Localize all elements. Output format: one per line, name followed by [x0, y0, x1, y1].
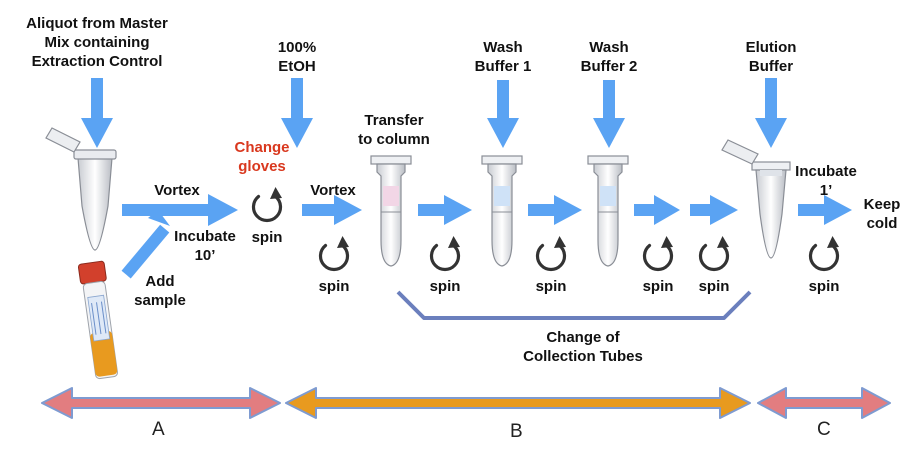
flow-arrow-to-wash-1 — [418, 195, 472, 225]
spin-label: spin — [698, 278, 730, 295]
spin-column-icon — [370, 155, 412, 267]
spin-label: spin — [535, 278, 567, 295]
spin-icon — [251, 187, 283, 223]
section-c-arrow — [757, 387, 891, 419]
add-sample-arrow — [121, 210, 170, 279]
down-arrow-wash-buffer-2 — [593, 80, 625, 148]
flow-arrow-after-wash-2 — [634, 195, 680, 225]
down-arrow-etoh — [281, 78, 313, 148]
down-arrow-wash-buffer-1 — [487, 80, 519, 148]
spin-label: spin — [251, 229, 283, 246]
section-a-arrow — [41, 387, 281, 419]
spin-icon — [429, 236, 461, 272]
spin-label: spin — [808, 278, 840, 295]
add-sample-label: Add sample — [134, 273, 186, 309]
master-mix-label: Aliquot from Master Mix containing Extra… — [26, 15, 168, 70]
incubate-1-label: Incubate 1’ — [795, 163, 857, 199]
down-arrow-master-mix — [81, 78, 113, 148]
flow-arrow-to-column — [302, 195, 362, 225]
spin-icon — [318, 236, 350, 272]
section-b-arrow — [285, 387, 751, 419]
etoh-label: 100% EtOH — [277, 39, 317, 75]
change-collection-tubes-label: Change of Collection Tubes — [523, 329, 643, 365]
collection-tubes-bracket — [396, 290, 752, 320]
spin-column-icon — [587, 155, 629, 267]
sample-tube-icon — [77, 260, 118, 380]
spin-label: spin — [429, 278, 461, 295]
change-gloves-label: Change gloves — [234, 139, 290, 175]
spin-icon — [808, 236, 840, 272]
flow-arrow-vortex — [122, 194, 238, 226]
vortex-label: Vortex — [310, 182, 356, 199]
elution-buffer-label: Elution Buffer — [745, 39, 797, 75]
spin-icon — [642, 236, 674, 272]
elution-tube-icon — [721, 139, 791, 259]
down-arrow-elution-buffer — [755, 78, 787, 148]
section-a-label: A — [152, 419, 165, 440]
incubate-10-label: Incubate 10’ — [174, 228, 236, 264]
section-b-label: B — [510, 421, 523, 442]
flow-arrow-to-elution — [690, 195, 738, 225]
spin-icon — [698, 236, 730, 272]
wash-buffer-1-label: Wash Buffer 1 — [474, 39, 532, 75]
spin-column-icon — [481, 155, 523, 267]
flow-arrow-to-wash-2 — [528, 195, 582, 225]
flow-arrow-keep-cold — [798, 195, 852, 225]
spin-label: spin — [642, 278, 674, 295]
spin-icon — [535, 236, 567, 272]
keep-cold-label: Keep cold — [863, 196, 901, 232]
microtube-icon — [45, 127, 117, 251]
transfer-to-column-label: Transfer to column — [358, 112, 430, 148]
wash-buffer-2-label: Wash Buffer 2 — [580, 39, 638, 75]
spin-label: spin — [318, 278, 350, 295]
vortex-label: Vortex — [154, 182, 200, 199]
section-c-label: C — [817, 419, 831, 440]
